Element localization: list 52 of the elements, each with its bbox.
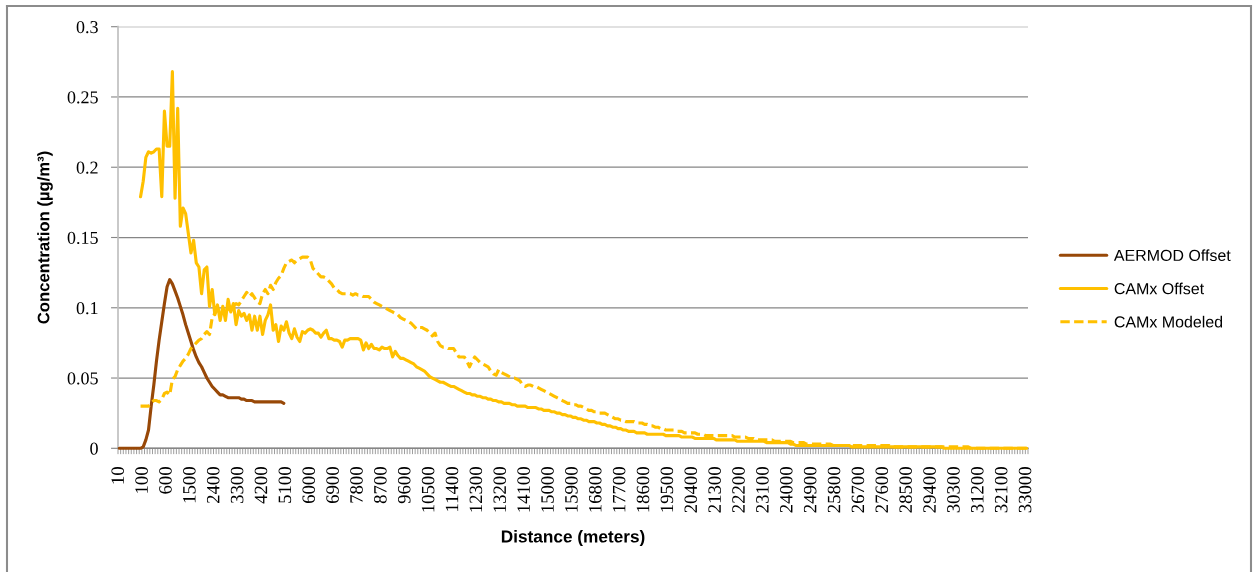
- x-tick-label: 33000: [1018, 467, 1032, 513]
- x-tick-label: 100: [135, 467, 148, 493]
- x-tick-label: 31200: [970, 467, 984, 513]
- x-tick-label: 6000: [302, 467, 316, 504]
- y-tick-label: 0.3: [76, 20, 98, 34]
- x-axis-title: Distance (meters): [501, 529, 645, 547]
- x-tick-label: 6900: [326, 467, 339, 504]
- x-tick-label: 26700: [851, 467, 865, 513]
- x-tick-label: 19500: [660, 467, 674, 512]
- x-tick-label: 14100: [517, 467, 530, 512]
- x-tick-label: 4200: [254, 467, 268, 504]
- x-tick-label: 600: [159, 467, 172, 494]
- x-tick-label: 23100: [756, 467, 769, 513]
- x-tick-label: 28500: [899, 467, 912, 513]
- legend-label: AERMOD Offset: [1113, 249, 1231, 262]
- x-tick-label: 20400: [684, 467, 698, 513]
- x-tick-label: 1500: [183, 467, 196, 503]
- x-tick-label: 5100: [278, 467, 292, 503]
- y-tick-label: 0.1: [76, 302, 98, 315]
- x-tick-label: 10: [111, 467, 125, 484]
- x-tick-label: 12300: [469, 467, 483, 512]
- x-tick-label: 16800: [588, 467, 602, 512]
- x-tick-label: 3300: [230, 467, 244, 503]
- y-axis-title: Concentration (µg/m³): [37, 151, 53, 324]
- x-tick-label: 7800: [350, 467, 363, 503]
- x-tick-label: 2400: [206, 467, 220, 504]
- y-tick-label: 0.25: [67, 91, 98, 104]
- x-tick-label: 10500: [421, 467, 435, 512]
- x-tick-label: 21300: [708, 467, 721, 513]
- x-tick-label: 32100: [994, 467, 1008, 513]
- x-tick-label: 24900: [803, 467, 817, 513]
- y-tick-label: 0.05: [67, 372, 98, 385]
- y-tick-label: 0: [90, 442, 98, 455]
- x-tick-label: 29400: [923, 467, 936, 513]
- legend-label: CAMx Modeled: [1114, 315, 1223, 328]
- line-series: [117, 278, 286, 450]
- x-tick-label: 22200: [732, 467, 745, 513]
- x-tick-label: 30300: [947, 467, 960, 513]
- x-tick-label: 25800: [827, 467, 841, 513]
- x-tick-label: 8700: [374, 467, 387, 504]
- x-tick-label: 17700: [612, 467, 626, 512]
- x-tick-label: 15900: [565, 467, 578, 512]
- x-tick-label: 9600: [397, 467, 411, 504]
- x-tick-label: 18600: [636, 467, 650, 512]
- x-tick-label: 13200: [493, 467, 507, 512]
- y-tick-label: 0.15: [67, 231, 98, 245]
- legend-label: CAMx Offset: [1114, 282, 1205, 295]
- y-tick-label: 0.2: [76, 161, 98, 174]
- x-tick-label: 15000: [541, 467, 554, 512]
- x-tick-label: 24000: [779, 467, 793, 513]
- x-tick-label: 11400: [445, 467, 459, 511]
- x-tick-label: 27600: [875, 467, 889, 513]
